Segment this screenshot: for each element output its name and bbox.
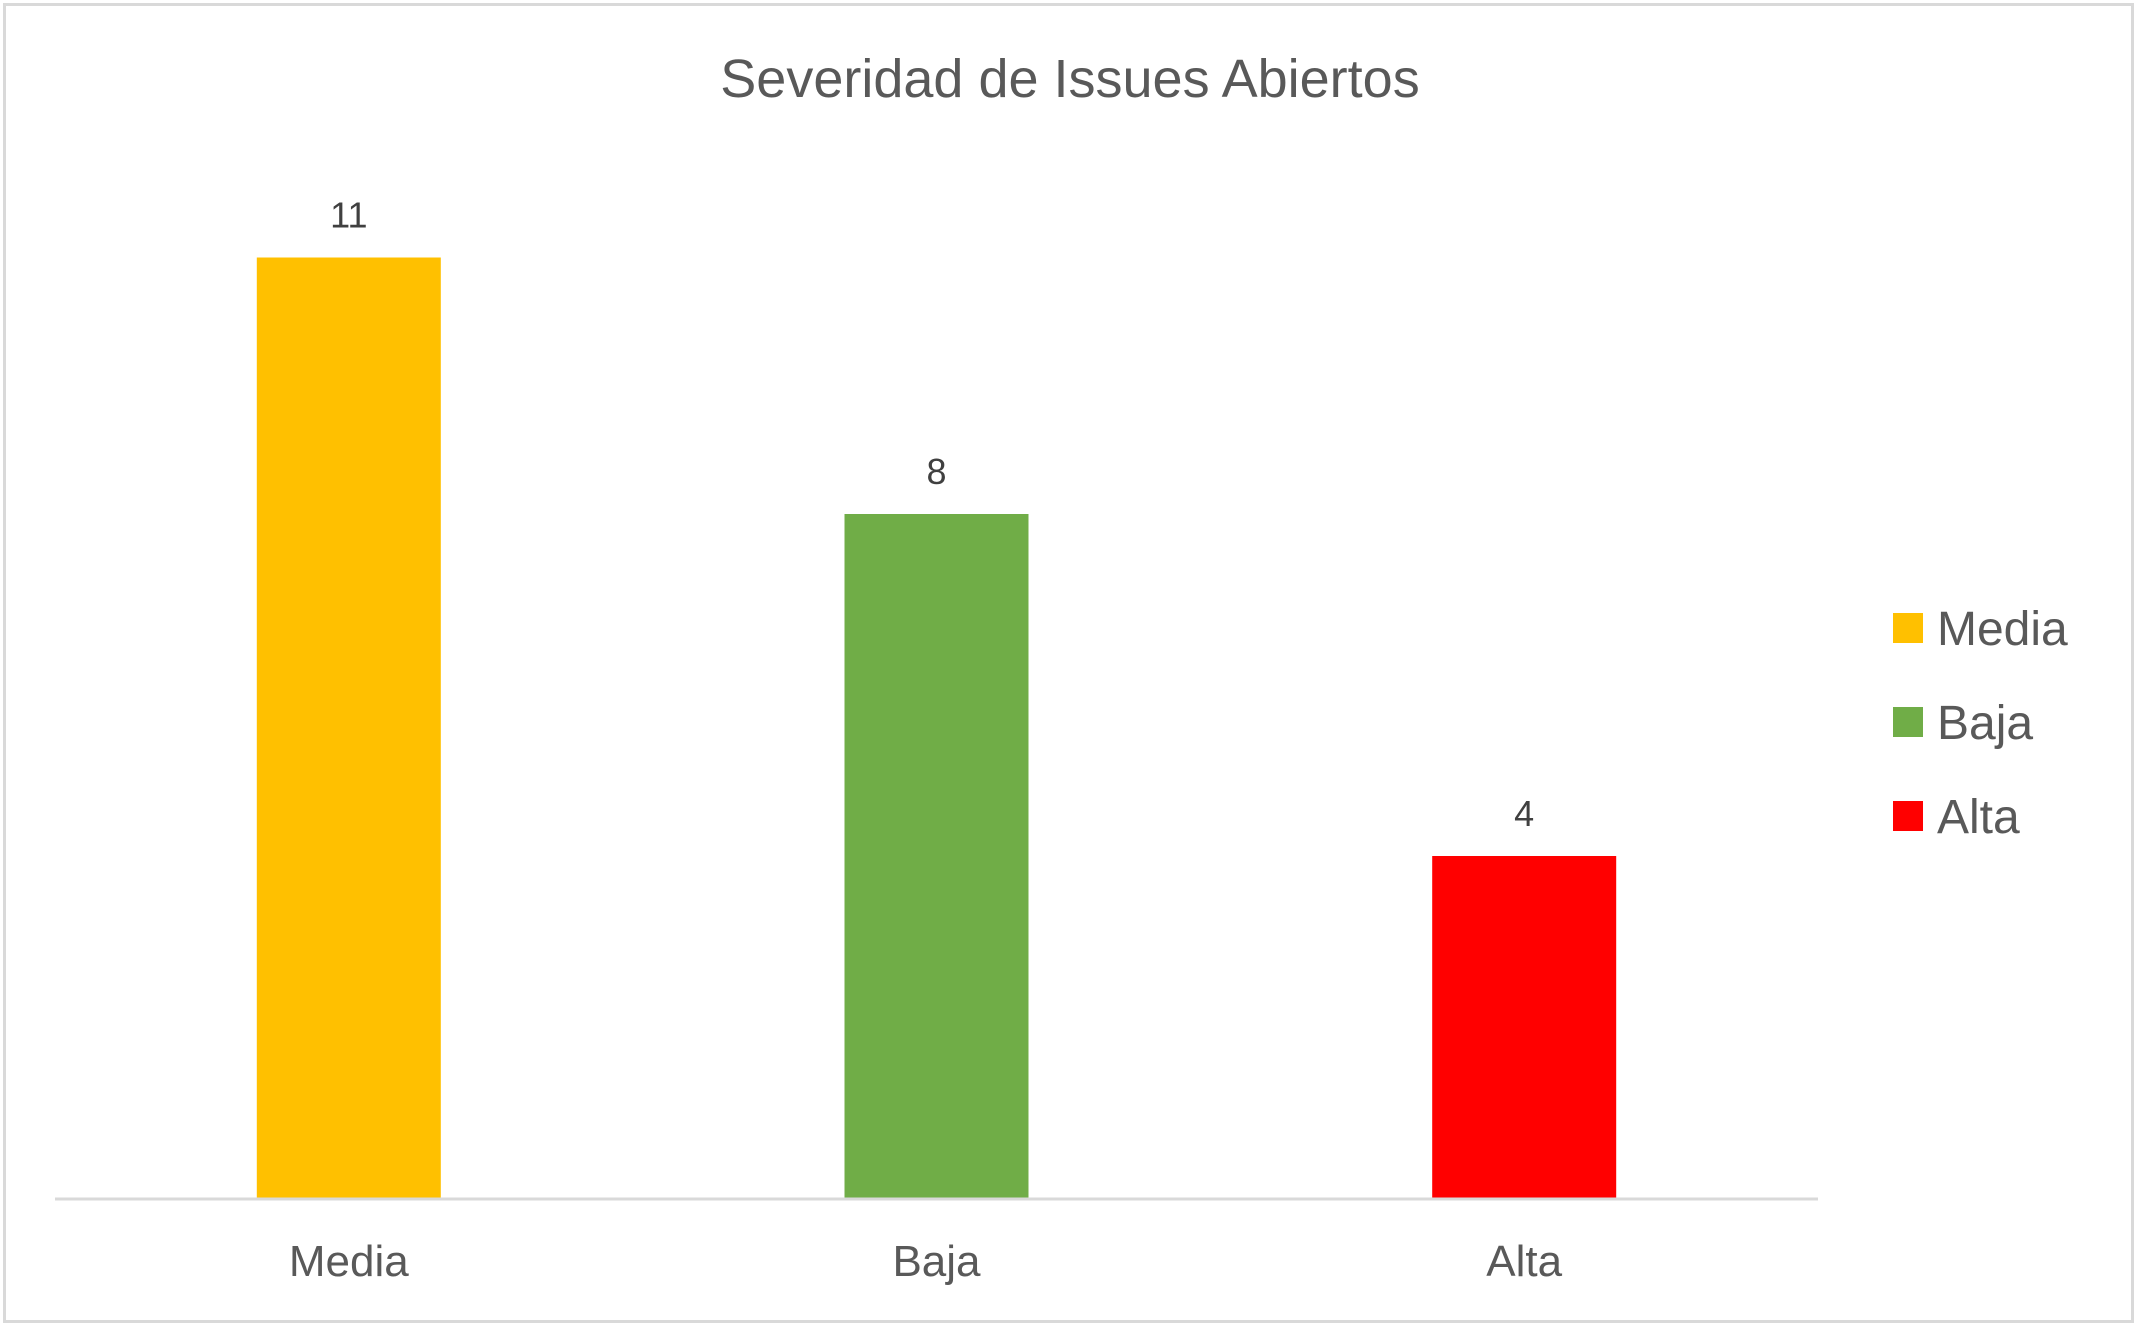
x-tick-label-baja: Baja xyxy=(892,1237,981,1286)
legend-swatch-media xyxy=(1893,613,1923,643)
plot-area: 11 8 4 xyxy=(256,195,1617,1198)
x-tick-label-alta: Alta xyxy=(1486,1237,1562,1286)
legend-label-alta: Alta xyxy=(1937,791,2020,844)
bar-alta xyxy=(1432,856,1617,1198)
x-axis-tick-labels: Media Baja Alta xyxy=(289,1237,1563,1286)
data-label-baja: 8 xyxy=(926,451,946,492)
legend-swatch-baja xyxy=(1893,707,1923,737)
x-tick-label-media: Media xyxy=(289,1237,409,1286)
legend-item-media: Media xyxy=(1893,603,2068,656)
data-label-alta: 4 xyxy=(1514,793,1534,834)
bar-media xyxy=(256,257,441,1198)
legend-label-baja: Baja xyxy=(1937,697,2033,750)
legend: Media Baja Alta xyxy=(1893,603,2068,844)
data-label-media: 11 xyxy=(330,195,367,236)
chart-title: Severidad de Issues Abiertos xyxy=(720,49,1419,109)
legend-swatch-alta xyxy=(1893,801,1923,831)
bar-baja xyxy=(844,514,1029,1198)
legend-item-baja: Baja xyxy=(1893,697,2033,750)
legend-item-alta: Alta xyxy=(1893,791,2020,844)
legend-label-media: Media xyxy=(1937,603,2068,656)
